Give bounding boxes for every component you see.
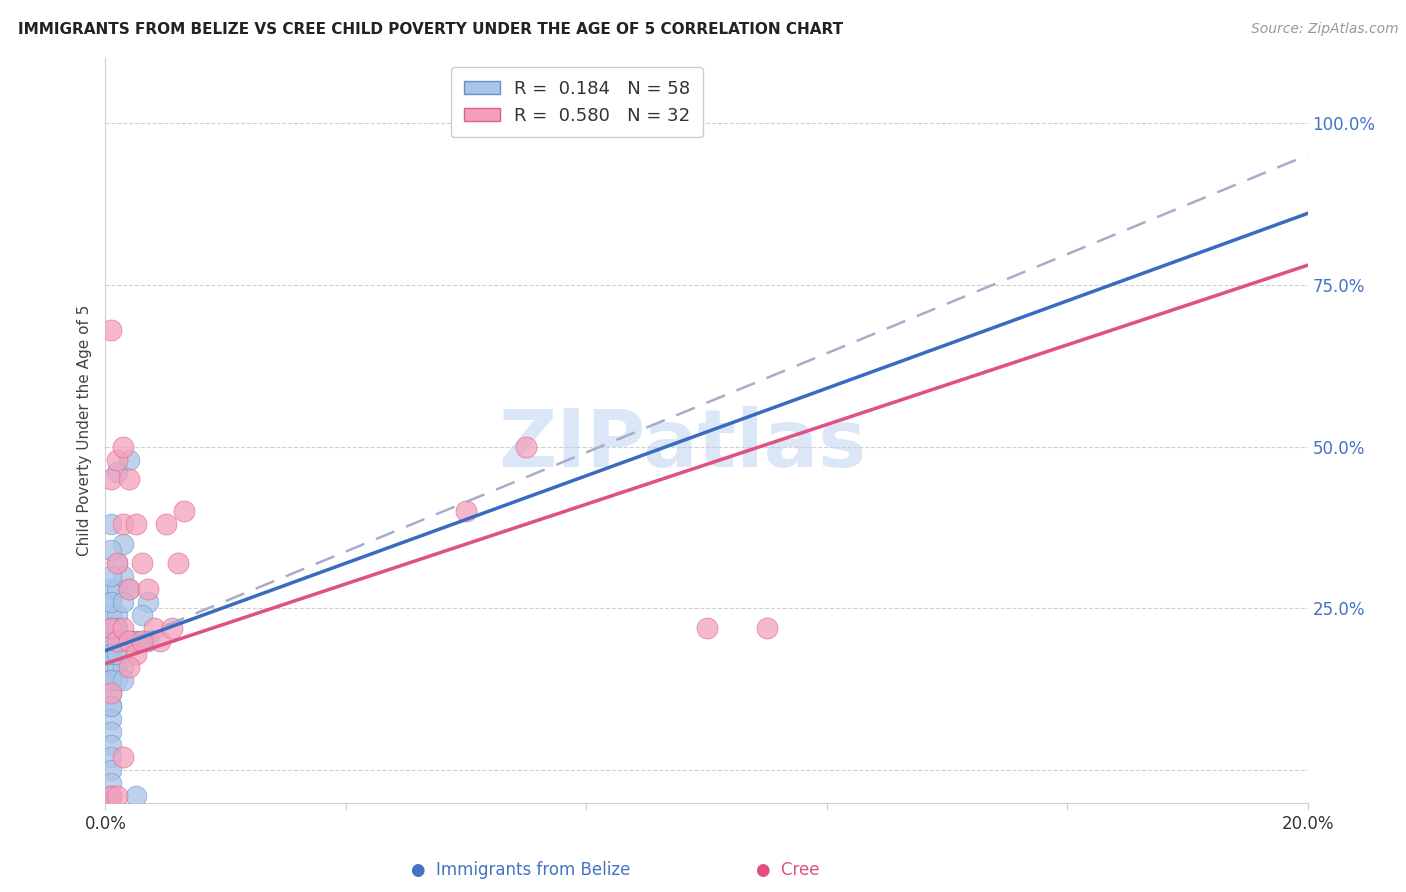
Point — [124, 633, 146, 648]
Point — [124, 517, 146, 532]
Point — [100, 472, 122, 486]
Point — [515, 440, 537, 454]
Point — [100, 621, 122, 635]
Point — [124, 647, 146, 661]
Point — [107, 556, 129, 570]
Point — [100, 764, 122, 778]
Point — [118, 582, 141, 596]
Point — [148, 633, 170, 648]
Point — [107, 621, 129, 635]
Point — [112, 569, 135, 583]
Point — [100, 621, 122, 635]
Point — [100, 569, 122, 583]
Point — [118, 633, 141, 648]
Point — [755, 621, 778, 635]
Point — [118, 633, 141, 648]
Point — [136, 595, 159, 609]
Point — [100, 595, 122, 609]
Point — [142, 621, 165, 635]
Point — [100, 828, 122, 842]
Y-axis label: Child Poverty Under the Age of 5: Child Poverty Under the Age of 5 — [77, 305, 93, 556]
Point — [118, 660, 141, 674]
Point — [100, 815, 122, 830]
Point — [118, 582, 141, 596]
Point — [112, 750, 135, 764]
Point — [100, 815, 122, 830]
Point — [100, 647, 122, 661]
Text: ●  Cree: ● Cree — [755, 861, 820, 879]
Point — [112, 633, 135, 648]
Point — [124, 789, 146, 804]
Text: ●  Immigrants from Belize: ● Immigrants from Belize — [411, 861, 630, 879]
Point — [100, 802, 122, 816]
Point — [454, 504, 477, 518]
Point — [100, 738, 122, 752]
Point — [136, 582, 159, 596]
Point — [112, 673, 135, 687]
Point — [107, 556, 129, 570]
Point — [100, 595, 122, 609]
Point — [100, 323, 122, 337]
Point — [100, 750, 122, 764]
Point — [107, 647, 129, 661]
Text: Source: ZipAtlas.com: Source: ZipAtlas.com — [1251, 22, 1399, 37]
Point — [107, 607, 129, 622]
Point — [107, 633, 129, 648]
Point — [107, 621, 129, 635]
Point — [100, 582, 122, 596]
Point — [100, 686, 122, 700]
Point — [100, 673, 122, 687]
Point — [107, 633, 129, 648]
Point — [118, 633, 141, 648]
Text: ZIPatlas: ZIPatlas — [498, 406, 866, 484]
Point — [100, 698, 122, 713]
Point — [100, 712, 122, 726]
Point — [131, 633, 153, 648]
Point — [107, 789, 129, 804]
Point — [112, 621, 135, 635]
Point — [100, 776, 122, 790]
Point — [131, 556, 153, 570]
Text: IMMIGRANTS FROM BELIZE VS CREE CHILD POVERTY UNDER THE AGE OF 5 CORRELATION CHAR: IMMIGRANTS FROM BELIZE VS CREE CHILD POV… — [18, 22, 844, 37]
Point — [100, 789, 122, 804]
Point — [112, 660, 135, 674]
Point — [112, 595, 135, 609]
Point — [107, 582, 129, 596]
Point — [131, 633, 153, 648]
Point — [100, 607, 122, 622]
Point — [100, 789, 122, 804]
Point — [100, 789, 122, 804]
Point — [107, 660, 129, 674]
Point — [155, 517, 177, 532]
Point — [136, 633, 159, 648]
Point — [100, 660, 122, 674]
Point — [118, 472, 141, 486]
Point — [166, 556, 188, 570]
Point — [131, 607, 153, 622]
Point — [100, 698, 122, 713]
Point — [100, 673, 122, 687]
Point — [112, 440, 135, 454]
Point — [118, 452, 141, 467]
Point — [112, 517, 135, 532]
Point — [160, 621, 183, 635]
Legend: R =  0.184   N = 58, R =  0.580   N = 32: R = 0.184 N = 58, R = 0.580 N = 32 — [451, 67, 703, 137]
Point — [100, 621, 122, 635]
Point — [696, 621, 718, 635]
Point — [112, 537, 135, 551]
Point — [107, 466, 129, 480]
Point — [173, 504, 195, 518]
Point — [100, 517, 122, 532]
Point — [100, 647, 122, 661]
Point — [100, 686, 122, 700]
Point — [107, 452, 129, 467]
Point — [100, 633, 122, 648]
Point — [100, 543, 122, 558]
Point — [124, 633, 146, 648]
Point — [100, 724, 122, 739]
Point — [107, 673, 129, 687]
Point — [107, 647, 129, 661]
